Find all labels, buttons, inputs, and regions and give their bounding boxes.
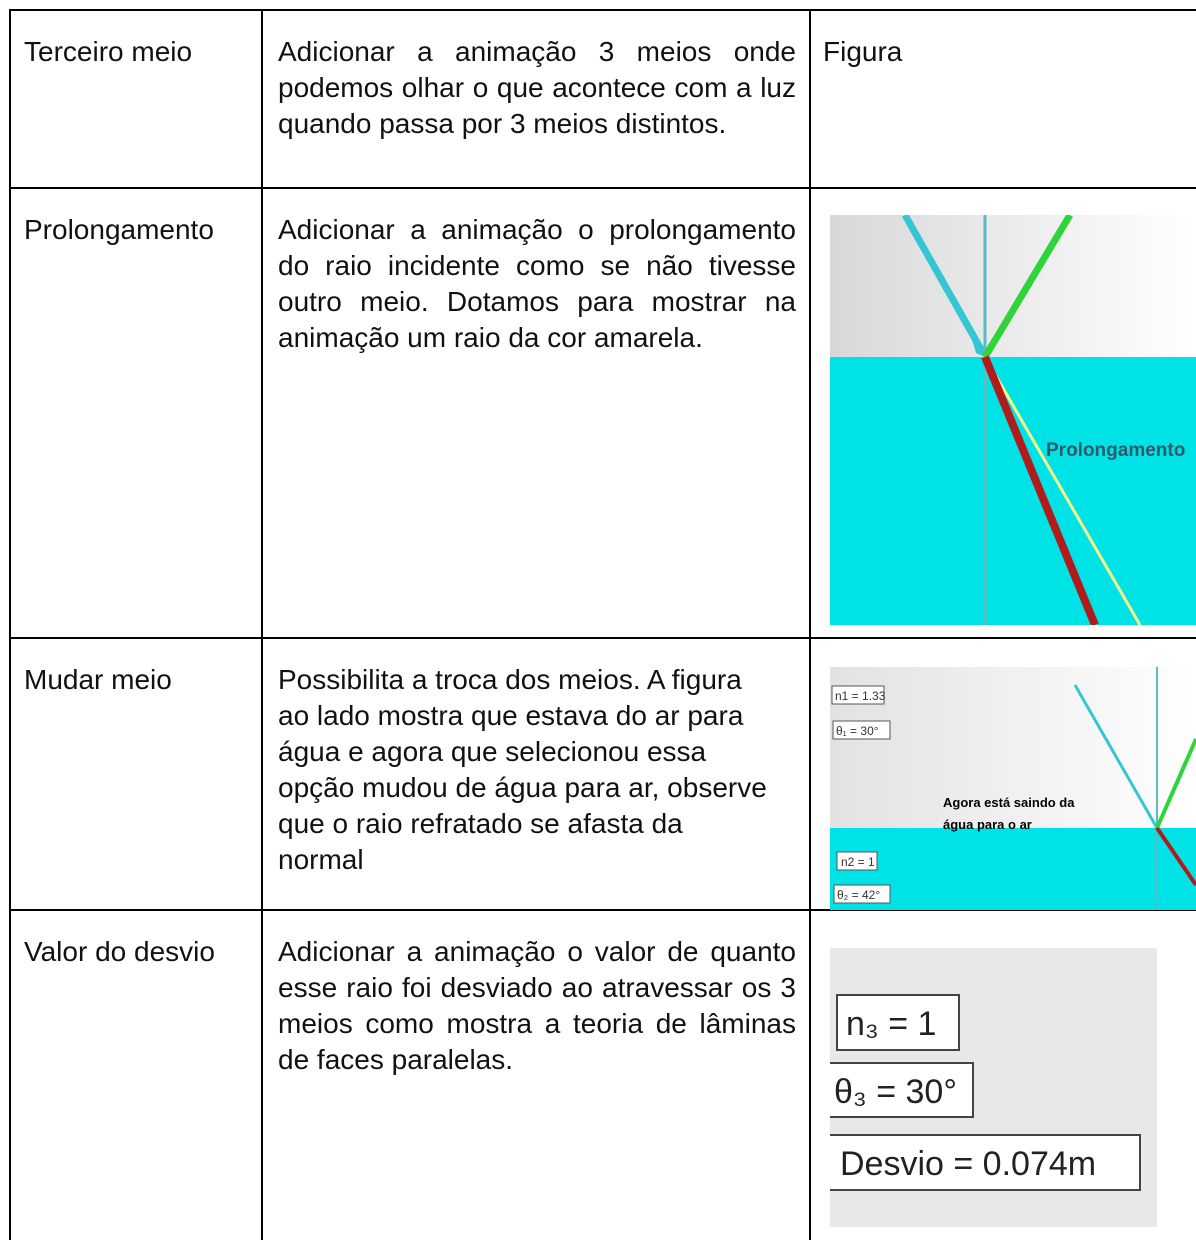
figure-label: Prolongamento <box>1046 440 1185 461</box>
border <box>261 9 263 1240</box>
figure-label: água para o ar <box>943 817 1032 832</box>
figure-mudar-meio: n1 = 1.33 θ₁ = 30° Agora está saindo da … <box>830 667 1196 910</box>
figure-label: θ₁ = 30° <box>836 724 879 738</box>
figure-label: n₃ = 1 <box>846 1005 936 1043</box>
figure-label: n2 = 1 <box>841 855 875 869</box>
border <box>9 637 1196 639</box>
figure-label: θ₂ = 42° <box>837 888 880 902</box>
figure-caption: Figura <box>823 36 903 67</box>
feature: Mudar meio <box>24 664 172 695</box>
figure-prolongamento: Prolongamento <box>830 215 1196 625</box>
description: Possibilita a troca dos meios. A figura … <box>278 664 767 875</box>
figure-desvio: n₃ = 1 θ₃ = 30° Desvio = 0.074m <box>830 948 1157 1227</box>
border <box>9 9 11 1240</box>
description: Adicionar a animação 3 meios onde podemo… <box>278 36 796 139</box>
description: Adicionar a animação o prolongamento do … <box>278 214 796 353</box>
description: Adicionar a animação o valor de quanto e… <box>278 936 796 1075</box>
feature: Terceiro meio <box>24 36 193 67</box>
border <box>9 187 1196 189</box>
feature: Prolongamento <box>24 214 214 245</box>
figure-label: θ₃ = 30° <box>834 1073 957 1111</box>
border <box>9 9 1196 11</box>
figure-label: Desvio = 0.074m <box>840 1145 1096 1183</box>
feature: Valor do desvio <box>24 936 215 967</box>
border <box>809 9 811 1240</box>
figure-label: Agora está saindo da <box>943 795 1075 810</box>
figure-label: n1 = 1.33 <box>835 689 886 703</box>
border <box>9 909 1196 911</box>
